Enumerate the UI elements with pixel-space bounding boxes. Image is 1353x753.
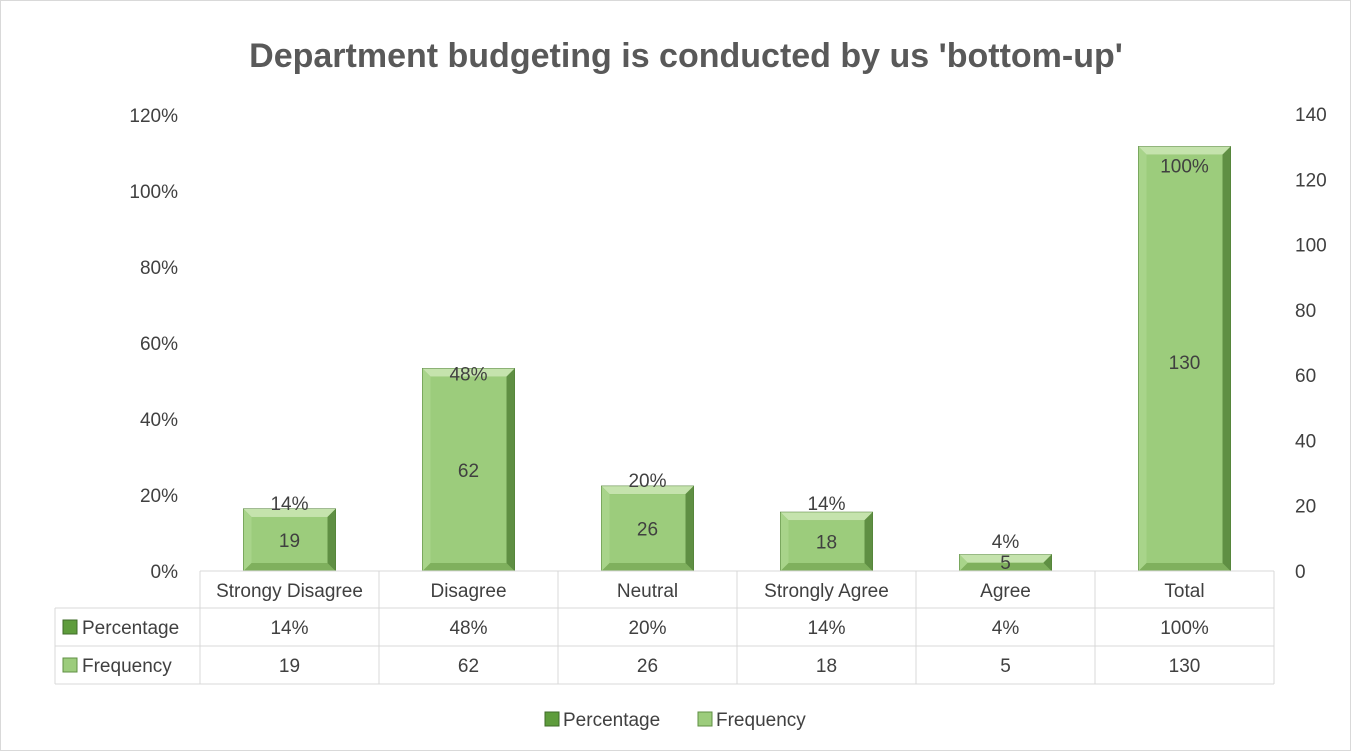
frequency-data-label: 18 bbox=[816, 533, 837, 554]
bar-face bbox=[1146, 154, 1223, 563]
table-cell: 14% bbox=[807, 618, 845, 639]
table-cell: 18 bbox=[816, 656, 837, 677]
bar-face bbox=[430, 376, 507, 563]
bar-bevel-right bbox=[864, 512, 873, 571]
bar-face bbox=[788, 520, 865, 563]
bar-bevel-left bbox=[422, 368, 431, 571]
table-cell: 19 bbox=[279, 656, 300, 677]
bars bbox=[243, 146, 1231, 572]
y-right-tick-label: 120 bbox=[1295, 170, 1327, 191]
bar-bevel-left bbox=[243, 508, 252, 571]
bar-bevel-right bbox=[506, 368, 515, 571]
series-row-label: Frequency bbox=[82, 656, 172, 677]
category-label: Strongly Agree bbox=[764, 581, 889, 602]
category-label: Total bbox=[1164, 581, 1204, 602]
y-left-tick-label: 100% bbox=[129, 182, 178, 203]
bar-bevel-top bbox=[422, 368, 515, 377]
bar-bevel-top bbox=[243, 508, 336, 517]
axes: 0% 20% 40% 60% 80% 100% 120% 0 20 40 60 80 100 120 140 bbox=[129, 105, 1326, 583]
table-cell: 5 bbox=[1000, 656, 1011, 677]
bar-bevel-right bbox=[327, 508, 336, 571]
category-label: Disagree bbox=[430, 581, 506, 602]
series-key-swatch bbox=[62, 619, 78, 635]
table-cell: 48% bbox=[449, 618, 487, 639]
y-left-tick-label: 40% bbox=[140, 410, 178, 431]
frequency-data-label: 19 bbox=[279, 531, 300, 552]
table-cell: 26 bbox=[637, 656, 658, 677]
y-right-tick-label: 60 bbox=[1295, 366, 1316, 387]
bar-bevel-left bbox=[780, 512, 789, 571]
bar-bevel-top bbox=[959, 554, 1052, 563]
table-cell: 14% bbox=[270, 618, 308, 639]
bar-bevel-right bbox=[1222, 146, 1231, 571]
table-cell: 4% bbox=[992, 618, 1020, 639]
legend-swatch-percentage bbox=[544, 711, 560, 727]
y-right-tick-label: 0 bbox=[1295, 562, 1306, 583]
legend: Percentage Frequency bbox=[544, 710, 806, 731]
legend-swatch-frequency bbox=[697, 711, 713, 727]
bar-face bbox=[251, 516, 328, 563]
bar-bevel-left bbox=[1138, 146, 1147, 571]
frequency-data-label: 26 bbox=[637, 520, 658, 541]
table-cell: 130 bbox=[1169, 656, 1201, 677]
bar-bevel-left bbox=[601, 486, 610, 571]
y-left-tick-label: 20% bbox=[140, 486, 178, 507]
series-row-label: Percentage bbox=[82, 618, 179, 639]
percentage-data-label: 20% bbox=[628, 471, 666, 492]
category-label: Neutral bbox=[617, 581, 678, 602]
percentage-data-label: 48% bbox=[449, 365, 487, 386]
data-labels: 14% 19 48% 62 20% 26 14% 18 4%5 100% 130 bbox=[270, 157, 1208, 574]
y-right-tick-label: 20 bbox=[1295, 497, 1316, 518]
frequency-data-label: 62 bbox=[458, 461, 479, 482]
frequency-data-label: 5 bbox=[1000, 553, 1011, 574]
data-table: Strongy Disagree Disagree Neutral Strongly … bbox=[54, 570, 1275, 685]
percentage-data-label: 4% bbox=[992, 532, 1020, 553]
legend-label-percentage: Percentage bbox=[563, 710, 660, 731]
table-cell: 62 bbox=[458, 656, 479, 677]
chart-title: Department budgeting is conducted by us … bbox=[249, 37, 1123, 75]
y-right-tick-label: 100 bbox=[1295, 236, 1327, 257]
y-left-tick-label: 0% bbox=[151, 562, 179, 583]
y-right-tick-label: 140 bbox=[1295, 105, 1327, 126]
bar-face bbox=[609, 494, 686, 563]
y-right-tick-label: 40 bbox=[1295, 431, 1316, 452]
percentage-data-label: 14% bbox=[270, 494, 308, 515]
percentage-data-label: 100% bbox=[1160, 157, 1209, 178]
y-right-tick-label: 80 bbox=[1295, 301, 1316, 322]
category-label: Agree bbox=[980, 581, 1031, 602]
y-left-tick-label: 60% bbox=[140, 334, 178, 355]
bar-bevel-right bbox=[685, 486, 694, 571]
category-label: Strongy Disagree bbox=[216, 581, 363, 602]
table-cell: 100% bbox=[1160, 618, 1209, 639]
legend-label-frequency: Frequency bbox=[716, 710, 806, 731]
bar-bevel-right bbox=[1043, 554, 1052, 571]
bar-bevel-top bbox=[780, 512, 873, 521]
percentage-data-label: 14% bbox=[807, 494, 845, 515]
bar-bevel-top bbox=[1138, 146, 1231, 155]
series-key-swatch bbox=[62, 657, 78, 673]
y-left-tick-label: 120% bbox=[129, 106, 178, 127]
frequency-data-label: 130 bbox=[1169, 353, 1201, 374]
table-cell: 20% bbox=[628, 618, 666, 639]
bar-bevel-left bbox=[959, 554, 968, 571]
bar-bevel-top bbox=[601, 486, 694, 495]
y-left-tick-label: 80% bbox=[140, 258, 178, 279]
